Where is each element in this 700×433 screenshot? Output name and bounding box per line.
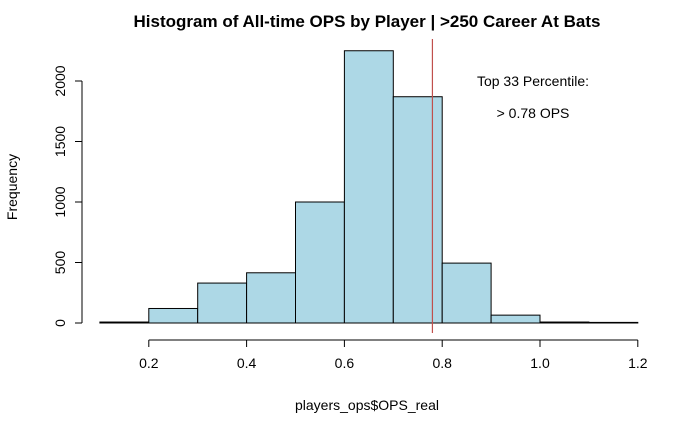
histogram-bar-6 (392, 96, 443, 324)
x-tick-label-3: 0.8 (432, 355, 452, 371)
histogram-bars (99, 50, 639, 324)
x-tick-label-4: 1.0 (530, 355, 550, 371)
y-tick-label-3: 1500 (52, 126, 68, 157)
annotation-threshold-value: > 0.78 OPS (497, 105, 570, 121)
x-tick-label-5: 1.2 (628, 355, 648, 371)
y-tick-label-0: 0 (52, 319, 68, 327)
histogram-bar-7 (441, 262, 492, 324)
y-tick-label-4: 2000 (52, 65, 68, 96)
y-tick-label-2: 1000 (52, 186, 68, 217)
histogram-bar-1 (148, 307, 199, 324)
histogram-bar-2 (197, 282, 248, 324)
histogram-bar-5 (343, 50, 394, 324)
histogram-bar-8 (490, 314, 541, 324)
annotation-percentile-label: Top 33 Percentile: (477, 73, 589, 89)
y-axis: 0 500 1000 1500 2000 (52, 65, 83, 327)
histogram-bar-0 (99, 321, 150, 324)
histogram-bar-3 (246, 272, 297, 324)
histogram-bar-9 (539, 321, 590, 324)
x-axis-label: players_ops$OPS_real (295, 397, 439, 413)
x-tick-label-2: 0.6 (335, 355, 355, 371)
x-tick-label-0: 0.2 (139, 355, 159, 371)
histogram-bar-4 (295, 201, 345, 324)
y-tick-label-1: 500 (52, 251, 68, 275)
y-axis-label: Frequency (4, 154, 20, 220)
chart-title: Histogram of All-time OPS by Player | >2… (134, 12, 601, 31)
x-tick-label-1: 0.4 (237, 355, 257, 371)
histogram-bar-10 (588, 321, 639, 324)
x-axis: 0.2 0.4 0.6 0.8 1.0 1.2 (139, 339, 648, 371)
